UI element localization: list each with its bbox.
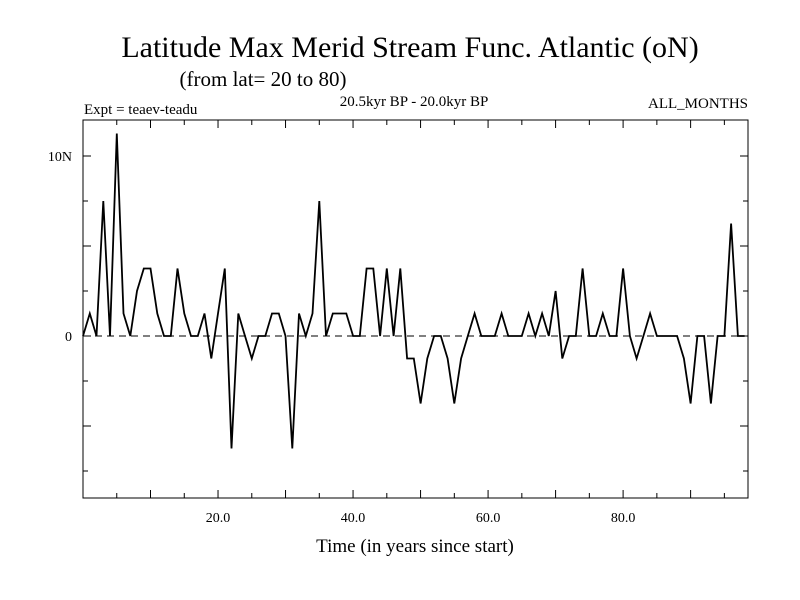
chart-title: Latitude Max Merid Stream Func. Atlantic… (121, 31, 698, 64)
time-range-label: 20.5kyr BP - 20.0kyr BP (340, 94, 489, 110)
x-axis-label: Time (in years since start) (316, 536, 514, 557)
y-tick-label: 10N (48, 150, 72, 165)
y-tick-label: 0 (65, 330, 72, 345)
months-label: ALL_MONTHS (648, 96, 748, 112)
experiment-label: Expt = teaev-teadu (84, 102, 198, 118)
series-line (82, 133, 745, 449)
chart-subtitle: (from lat= 20 to 80) (180, 67, 347, 91)
tick-labels: 20.0 40.0 60.0 80.0 0 10N (48, 150, 635, 526)
x-tick-label: 80.0 (611, 511, 636, 526)
x-tick-label: 40.0 (341, 511, 366, 526)
plot-frame (82, 119, 749, 499)
data-series (82, 133, 745, 449)
x-tick-label: 60.0 (476, 511, 501, 526)
x-tick-label: 20.0 (206, 511, 231, 526)
